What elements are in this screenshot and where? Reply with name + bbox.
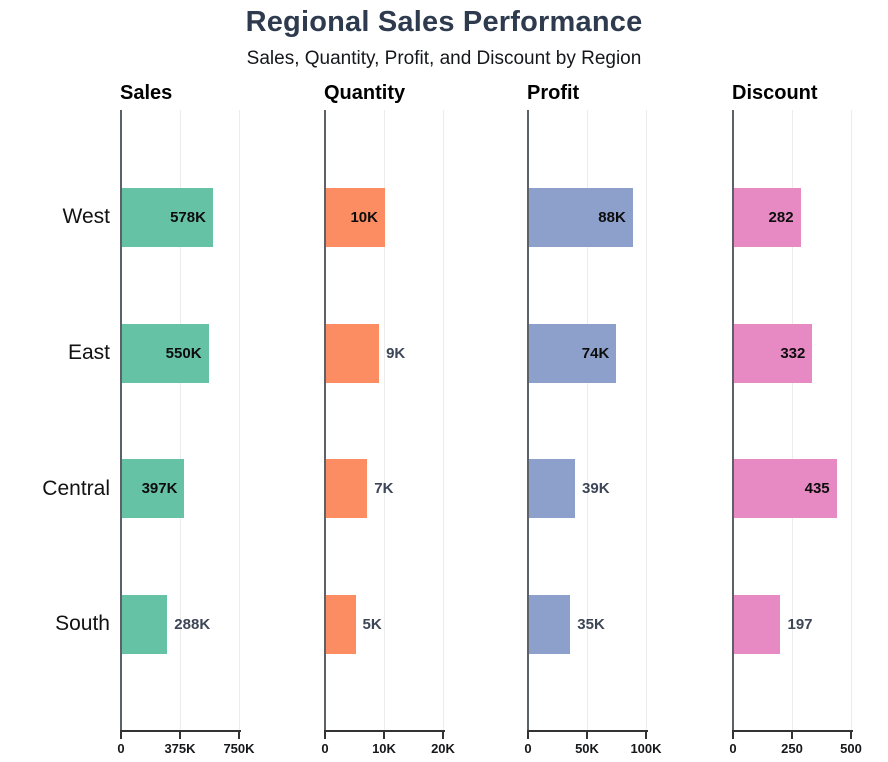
gridline — [180, 110, 181, 730]
x-axis-tick — [645, 732, 647, 739]
x-axis-tick — [238, 732, 240, 739]
bar-value-label: 397K — [141, 480, 178, 497]
y-axis-spine — [120, 110, 122, 730]
x-axis-tick — [527, 732, 529, 739]
bar-value-label: 578K — [170, 208, 206, 226]
x-axis-tick — [442, 732, 444, 739]
bar-value-label: 282 — [768, 208, 794, 226]
bar-sales-east — [122, 323, 209, 383]
bar-sales-south — [122, 594, 168, 654]
x-axis-tick-label: 50K — [575, 741, 599, 756]
x-axis-tick — [850, 732, 852, 739]
bar-value-label: 550K — [165, 344, 202, 362]
gridline — [384, 110, 385, 730]
bar-discount-west — [734, 187, 801, 247]
bar-value-label: 5K — [362, 615, 382, 633]
x-axis-tick — [383, 732, 385, 739]
bar-value-label: 332 — [780, 344, 806, 362]
bar-profit-east — [529, 323, 617, 383]
bar-quantity-east — [326, 323, 380, 383]
gridline — [239, 110, 240, 730]
x-axis-line — [120, 730, 241, 732]
x-axis-tick — [179, 732, 181, 739]
gridline — [646, 110, 647, 730]
bar-value-label: 35K — [577, 615, 605, 633]
x-axis-tick-label: 250 — [781, 741, 803, 756]
x-axis-tick-label: 0 — [524, 741, 532, 756]
row-label-east: East — [67, 341, 110, 364]
x-axis-tick-label: 375K — [164, 741, 196, 756]
bar-value-label: 10K — [350, 208, 378, 226]
gridline — [851, 110, 852, 730]
row-label-south: South — [55, 612, 110, 635]
x-axis-tick-label: 0 — [117, 741, 125, 756]
bar-value-label: 74K — [581, 344, 610, 362]
y-axis-spine — [324, 110, 326, 730]
bar-discount-east — [734, 323, 813, 383]
x-axis-line — [732, 730, 853, 732]
bar-value-label: 7K — [374, 480, 394, 497]
x-axis-tick-label: 750K — [223, 741, 255, 756]
bar-value-label: 197 — [787, 615, 813, 633]
x-axis-tick — [732, 732, 734, 739]
bar-sales-west — [122, 187, 213, 247]
bar-value-label: 288K — [174, 615, 211, 633]
chart-subtitle: Sales, Quantity, Profit, and Discount by… — [246, 48, 642, 69]
gridline — [792, 110, 793, 730]
bar-quantity-west — [326, 187, 385, 247]
bar-profit-central — [529, 459, 576, 518]
panel-title-quantity: Quantity — [324, 82, 406, 104]
x-axis-tick-label: 0 — [321, 741, 329, 756]
gridline — [587, 110, 588, 730]
chart-title: Regional Sales Performance — [245, 6, 643, 38]
bar-sales-central — [122, 459, 185, 518]
row-label-west: West — [62, 205, 110, 228]
panel-title-sales: Sales — [120, 82, 173, 104]
x-axis-line — [527, 730, 648, 732]
x-axis-tick-label: 0 — [729, 741, 737, 756]
bar-value-label: 9K — [386, 344, 406, 362]
bar-profit-west — [529, 187, 633, 247]
bar-discount-central — [734, 459, 837, 518]
x-axis-tick-label: 100K — [630, 741, 662, 756]
x-axis-tick — [791, 732, 793, 739]
y-axis-spine — [527, 110, 529, 730]
bar-value-label: 88K — [598, 208, 626, 226]
bar-profit-south — [529, 594, 571, 654]
bar-discount-south — [734, 594, 781, 654]
panel-title-profit: Profit — [527, 82, 580, 104]
bar-quantity-central — [326, 459, 368, 518]
x-axis-line — [324, 730, 445, 732]
x-axis-tick-label: 500 — [840, 741, 862, 756]
y-axis-spine — [732, 110, 734, 730]
bar-value-label: 39K — [582, 480, 610, 497]
row-label-central: Central — [42, 476, 110, 500]
x-axis-tick — [120, 732, 122, 739]
x-axis-tick-label: 10K — [372, 741, 396, 756]
x-axis-tick — [324, 732, 326, 739]
bar-value-label: 435 — [804, 480, 830, 497]
gridline — [443, 110, 444, 730]
bar-quantity-south — [326, 594, 356, 654]
x-axis-tick-label: 20K — [431, 741, 455, 756]
panel-title-discount: Discount — [732, 82, 818, 104]
x-axis-tick — [586, 732, 588, 739]
